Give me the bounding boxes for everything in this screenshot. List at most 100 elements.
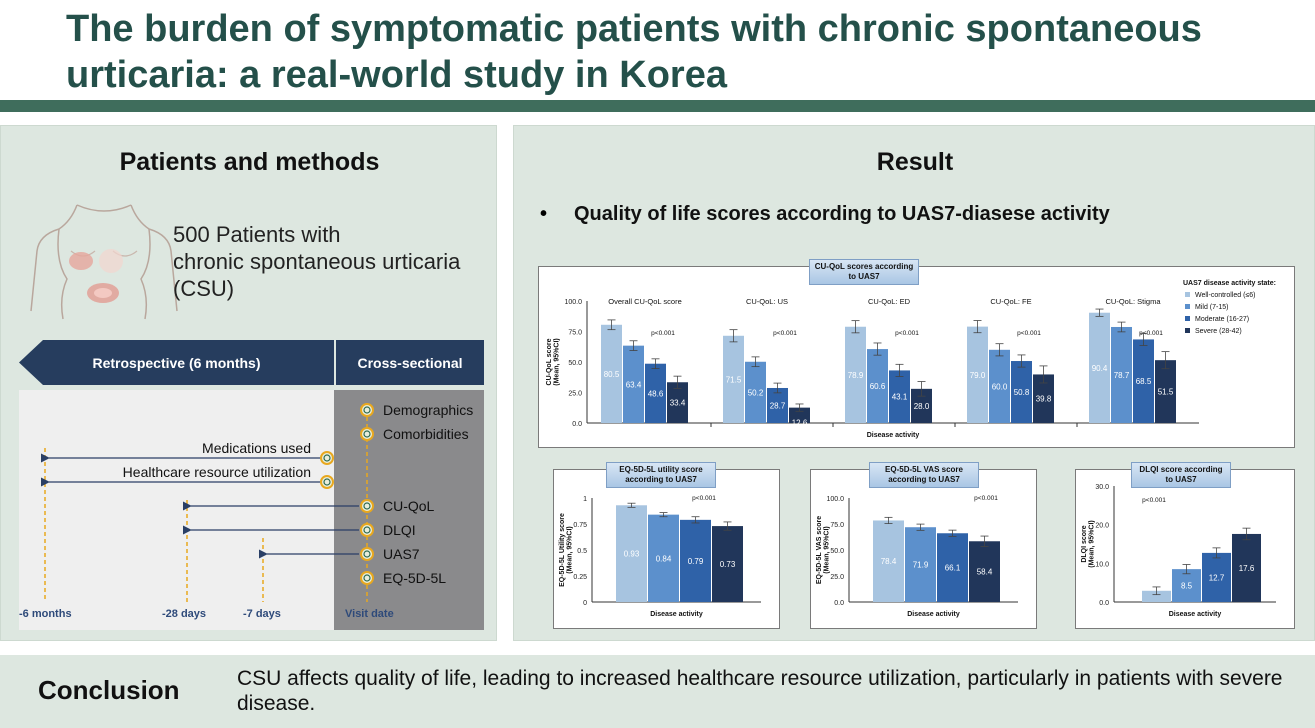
item-healthcare-resources: Healthcare resource utilization <box>122 464 311 480</box>
eq5d-vas-chart-svg: 100.0 75.0 50.0 25.0 0.0 EQ-5D-5L VAS score(M… <box>816 495 1018 618</box>
eq5d-vas-value-label: 78.4 <box>881 557 897 566</box>
cuqol-bar <box>889 370 910 423</box>
cuqol-bar <box>601 324 622 423</box>
cuqol-value-label: 79.0 <box>970 371 986 380</box>
eq5d-vas-bar <box>937 533 968 602</box>
eq5d-vas-ytick-label: 75.0 <box>830 522 844 529</box>
eq5d-utility-value-label: 0.93 <box>624 550 640 559</box>
cuqol-bar <box>623 345 644 423</box>
axis-28-days: -28 days <box>162 608 207 620</box>
dlqi-ytick-label: 10.0 <box>1095 561 1109 568</box>
patients-description: 500 Patients with chronic spontaneous ur… <box>173 221 460 302</box>
item-comorbidities: Comorbidities <box>383 426 469 442</box>
cuqol-value-label: 28.0 <box>914 402 930 411</box>
cuqol-legend-swatch <box>1185 328 1190 333</box>
eq5d-vas-chart: 100.0 75.0 50.0 25.0 0.0 EQ-5D-5L VAS score(M… <box>810 462 1037 629</box>
eq5d-utility-value-label: 0.79 <box>688 557 704 566</box>
cuqol-p-value: p<0.001 <box>1139 330 1163 337</box>
dlqi-bar <box>1172 569 1201 602</box>
eq5d-utility-ytick-label: 0 <box>583 600 587 607</box>
eq5d-vas-chart-title: EQ-5D-5L VAS score according to UAS7 <box>869 462 979 488</box>
dlqi-ytick-label: 20.0 <box>1095 523 1109 530</box>
item-uas7: UAS7 <box>383 546 420 562</box>
patients-line-2: chronic spontaneous urticaria <box>173 249 461 274</box>
cuqol-value-label: 90.4 <box>1092 364 1108 373</box>
cuqol-bar <box>989 349 1010 423</box>
result-subheading: Quality of life scores according to UAS7… <box>574 203 1110 225</box>
cross-sectional-banner: Cross-sectional <box>336 340 484 385</box>
eq5d-vas-value-label: 58.4 <box>977 568 993 577</box>
cuqol-bar <box>1133 339 1154 423</box>
cuqol-group-label: CU-QoL: FE <box>990 297 1031 306</box>
cuqol-value-label: 39.8 <box>1036 395 1052 404</box>
cuqol-bar <box>645 363 666 423</box>
cuqol-value-label: 60.0 <box>992 382 1008 391</box>
eq5d-utility-p-value: p<0.001 <box>692 495 716 502</box>
cuqol-legend-label: Mild (7-15) <box>1195 304 1228 311</box>
dlqi-ylabel: DLQI score(Mean, 95%CI) <box>1081 520 1096 567</box>
eq5d-utility-ytick-label: 0.75 <box>573 522 587 529</box>
eq5d-vas-ytick-label: 50.0 <box>830 548 844 555</box>
cuqol-value-label: 68.5 <box>1136 377 1152 386</box>
conclusion-text: CSU affects quality of life, leading to … <box>237 667 1283 715</box>
cuqol-p-value: p<0.001 <box>895 330 919 337</box>
conclusion-section: Conclusion CSU affects quality of life, … <box>0 655 1315 728</box>
cuqol-value-label: 33.4 <box>670 399 686 408</box>
cuqol-bar <box>1111 326 1132 423</box>
eq5d-vas-bar <box>969 541 1000 602</box>
cuqol-legend-label: Well-controlled (≤6) <box>1195 292 1256 299</box>
cuqol-chart: 100.0 75.0 50.0 25.0 0.0 CU-QoL score(Mean, 9… <box>538 259 1295 448</box>
eq5d-utility-ytick-label: 0.25 <box>573 574 587 581</box>
eq5d-utility-ytick-label: 0.5 <box>577 548 587 555</box>
eq5d-vas-value-label: 71.9 <box>913 561 929 570</box>
cuqol-value-label: 60.6 <box>870 382 886 391</box>
eq5d-vas-p-value: p<0.001 <box>974 495 998 502</box>
cuqol-bar <box>767 387 788 423</box>
dlqi-xlabel: Disease activity <box>1169 611 1222 618</box>
cuqol-legend-label: Severe (28-42) <box>1195 328 1242 335</box>
cuqol-ytick-label: 100.0 <box>564 299 582 306</box>
axis-6-months: -6 months <box>19 608 72 620</box>
cuqol-value-label: 50.2 <box>748 388 764 397</box>
eq5d-vas-bar <box>873 520 904 602</box>
eq5d-utility-bar <box>712 526 743 602</box>
cuqol-bar <box>911 388 932 423</box>
item-cu-qol: CU-QoL <box>383 498 435 514</box>
poster-title: The burden of symptomatic patients with … <box>66 8 1202 96</box>
dlqi-bar <box>1232 533 1261 602</box>
cuqol-value-label: 43.1 <box>892 393 908 402</box>
item-dlqi: DLQI <box>383 522 416 538</box>
cuqol-value-label: 80.5 <box>604 370 620 379</box>
cuqol-bar <box>1089 312 1110 423</box>
cross-sectional-area <box>334 390 484 630</box>
patients-line-3: (CSU) <box>173 276 235 301</box>
axis-7-days: -7 days <box>243 608 281 620</box>
patients-line-1: 500 Patients with <box>173 222 341 247</box>
cuqol-value-label: 48.6 <box>648 389 664 398</box>
cuqol-ytick-label: 75.0 <box>568 330 582 337</box>
cuqol-ytick-label: 0.0 <box>572 421 582 428</box>
cuqol-chart-title: CU-QoL scores according to UAS7 <box>809 259 919 285</box>
eq5d-vas-ylabel: EQ-5D-5L VAS score(Mean, 95%CI) <box>816 516 831 584</box>
item-demographics: Demographics <box>383 402 474 418</box>
cuqol-value-label: 78.9 <box>848 371 864 380</box>
retrospective-area <box>19 390 334 630</box>
cuqol-bar <box>1033 374 1054 423</box>
dlqi-chart-title: DLQI score according to UAS7 <box>1131 462 1231 488</box>
cuqol-bar <box>723 335 744 423</box>
cuqol-bar <box>1011 361 1032 423</box>
cuqol-bar <box>845 326 866 423</box>
cuqol-value-label: 50.8 <box>1014 388 1030 397</box>
dlqi-chart: 30.0 20.0 10.0 0.0 DLQI score(Mean, 95%CI) Di… <box>1075 462 1295 629</box>
cuqol-legend-swatch <box>1185 304 1190 309</box>
cuqol-bar <box>745 361 766 423</box>
patients-methods-heading: Patients and methods <box>119 148 380 176</box>
cuqol-value-label: 28.7 <box>770 401 786 410</box>
cuqol-p-value: p<0.001 <box>651 330 675 337</box>
eq5d-utility-ylabel: EQ-5D-5L Utility score(Mean, 95%CI) <box>559 513 574 587</box>
cuqol-bar <box>967 326 988 423</box>
cuqol-chart-svg: 100.0 75.0 50.0 25.0 0.0 CU-QoL score(Mean, 9… <box>546 280 1276 439</box>
dlqi-bar <box>1142 590 1171 602</box>
item-medications: Medications used <box>202 440 311 456</box>
dlqi-ytick-label: 0.0 <box>1099 600 1109 607</box>
